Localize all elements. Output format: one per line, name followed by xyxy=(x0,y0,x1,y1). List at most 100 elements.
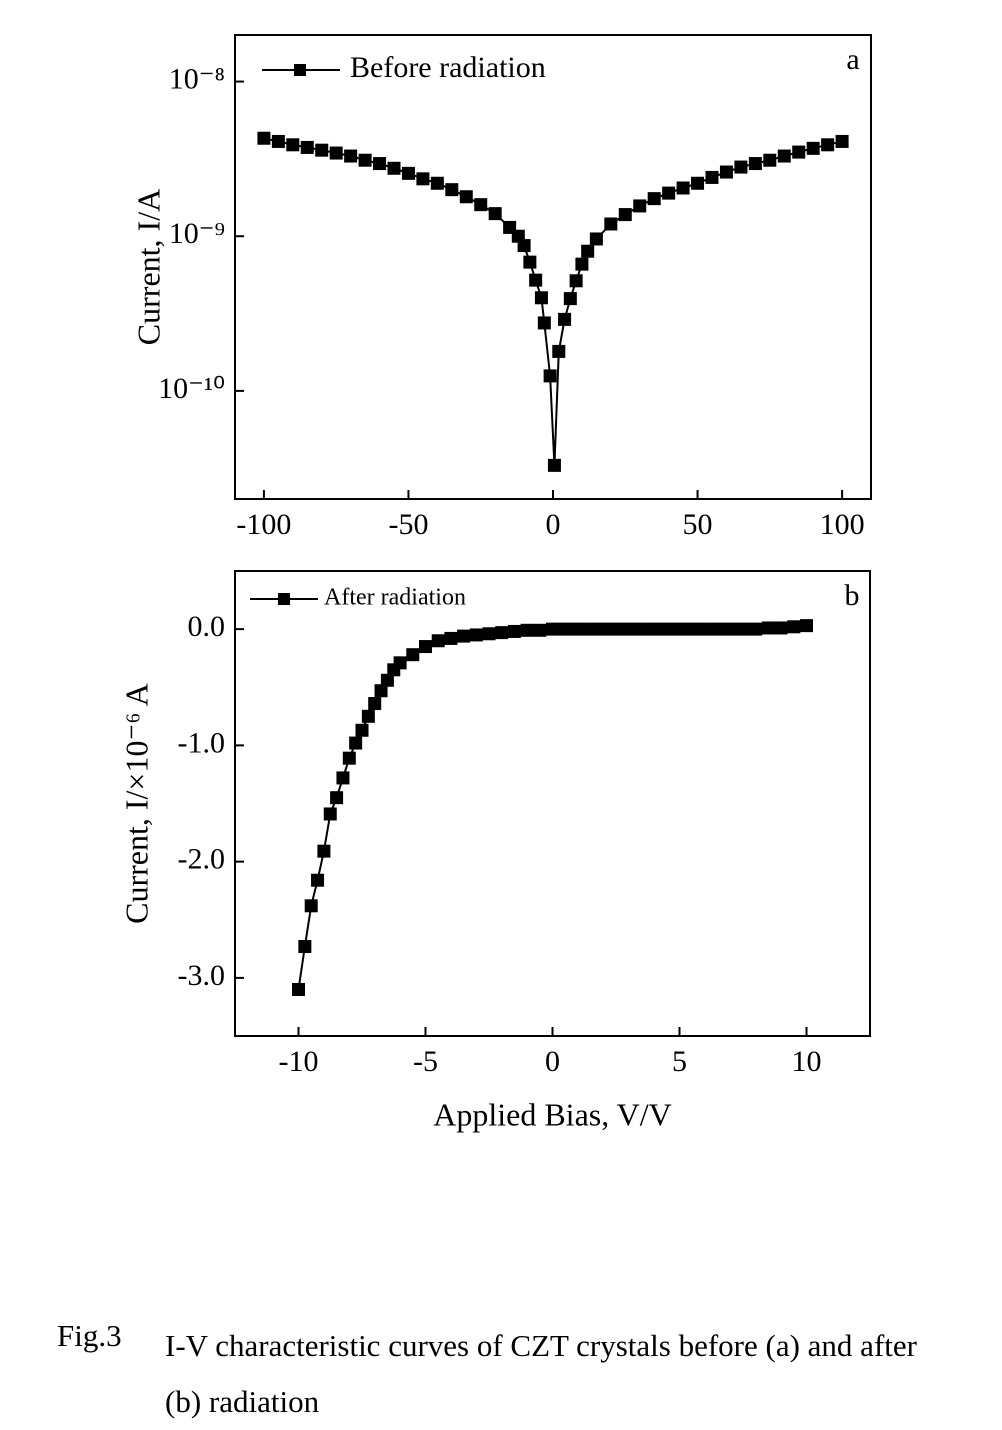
x-tick-label: 0 xyxy=(546,508,561,541)
marker xyxy=(523,255,537,269)
marker xyxy=(373,157,387,171)
marker xyxy=(469,628,483,642)
marker xyxy=(662,186,676,200)
marker xyxy=(495,626,509,640)
marker xyxy=(569,274,583,288)
x-tick-label: -100 xyxy=(236,508,291,541)
marker xyxy=(355,723,369,737)
y-axis-label: Current, I/×10⁻⁶ A xyxy=(118,683,154,924)
marker xyxy=(430,176,444,190)
x-tick-label: -5 xyxy=(413,1045,438,1078)
marker xyxy=(298,939,312,953)
marker xyxy=(736,622,750,636)
y-tick-label: 10⁻⁹ xyxy=(169,217,225,250)
marker xyxy=(315,143,329,157)
y-tick-label: 10⁻¹⁰ xyxy=(158,372,225,405)
marker xyxy=(734,160,748,174)
series-line xyxy=(297,624,807,990)
marker xyxy=(444,631,458,645)
panel-label: b xyxy=(845,579,860,612)
marker xyxy=(317,844,331,858)
marker xyxy=(358,153,372,167)
marker xyxy=(374,684,388,698)
panel-label: a xyxy=(846,43,859,76)
legend-marker xyxy=(278,593,290,605)
marker xyxy=(584,622,598,636)
marker xyxy=(488,207,502,221)
marker xyxy=(723,622,737,636)
marker xyxy=(311,873,325,887)
marker xyxy=(457,629,471,643)
x-tick-label: -50 xyxy=(388,508,428,541)
y-tick-label: -1.0 xyxy=(178,726,226,759)
marker xyxy=(300,140,314,154)
marker xyxy=(520,623,534,637)
marker xyxy=(361,709,375,723)
y-tick-label: 0.0 xyxy=(188,610,226,643)
marker xyxy=(821,138,835,152)
marker xyxy=(286,138,300,152)
marker xyxy=(292,983,305,996)
marker xyxy=(271,134,285,148)
marker xyxy=(344,149,358,163)
marker xyxy=(634,622,648,636)
marker xyxy=(622,622,636,636)
marker xyxy=(257,131,271,145)
marker xyxy=(329,146,343,160)
marker xyxy=(543,369,557,383)
marker xyxy=(705,170,719,184)
marker xyxy=(633,199,647,213)
marker xyxy=(558,312,572,326)
marker xyxy=(571,622,585,636)
marker xyxy=(368,697,382,711)
marker xyxy=(387,161,401,175)
x-axis-label: Applied Bias, V/V xyxy=(433,1096,672,1132)
marker xyxy=(558,622,572,636)
marker xyxy=(529,273,543,287)
marker xyxy=(691,176,705,190)
marker xyxy=(647,192,661,206)
marker xyxy=(330,791,344,805)
y-axis-label: Current, I/A xyxy=(130,189,166,345)
marker xyxy=(537,316,551,330)
marker xyxy=(660,622,674,636)
marker xyxy=(581,244,595,258)
marker xyxy=(777,149,791,163)
x-tick-label: 10 xyxy=(792,1045,822,1078)
marker xyxy=(711,622,725,636)
marker xyxy=(774,621,788,635)
caption-label: Fig.3 xyxy=(57,1318,122,1353)
marker xyxy=(563,292,577,306)
marker xyxy=(419,640,432,654)
y-tick-label: -3.0 xyxy=(178,959,226,992)
marker xyxy=(304,899,318,913)
marker xyxy=(806,141,820,155)
legend-label: Before radiation xyxy=(350,51,546,84)
marker xyxy=(401,166,415,180)
marker xyxy=(749,622,763,636)
y-tick-label: 10⁻⁸ xyxy=(169,62,225,95)
marker xyxy=(336,771,350,785)
series-line xyxy=(263,137,843,466)
marker xyxy=(323,807,337,821)
marker xyxy=(406,648,420,662)
marker xyxy=(552,344,566,358)
marker xyxy=(575,257,589,271)
marker xyxy=(589,232,603,246)
marker xyxy=(349,736,363,750)
marker xyxy=(416,172,430,186)
marker xyxy=(787,620,801,634)
marker xyxy=(431,634,445,648)
x-tick-label: 100 xyxy=(820,508,865,541)
marker xyxy=(835,134,849,148)
marker xyxy=(393,656,407,670)
marker xyxy=(647,622,661,636)
x-tick-label: 0 xyxy=(545,1045,560,1078)
x-tick-label: 5 xyxy=(672,1045,687,1078)
marker xyxy=(609,622,623,636)
marker xyxy=(676,181,690,195)
x-tick-label: -10 xyxy=(279,1045,319,1078)
marker xyxy=(342,751,356,765)
